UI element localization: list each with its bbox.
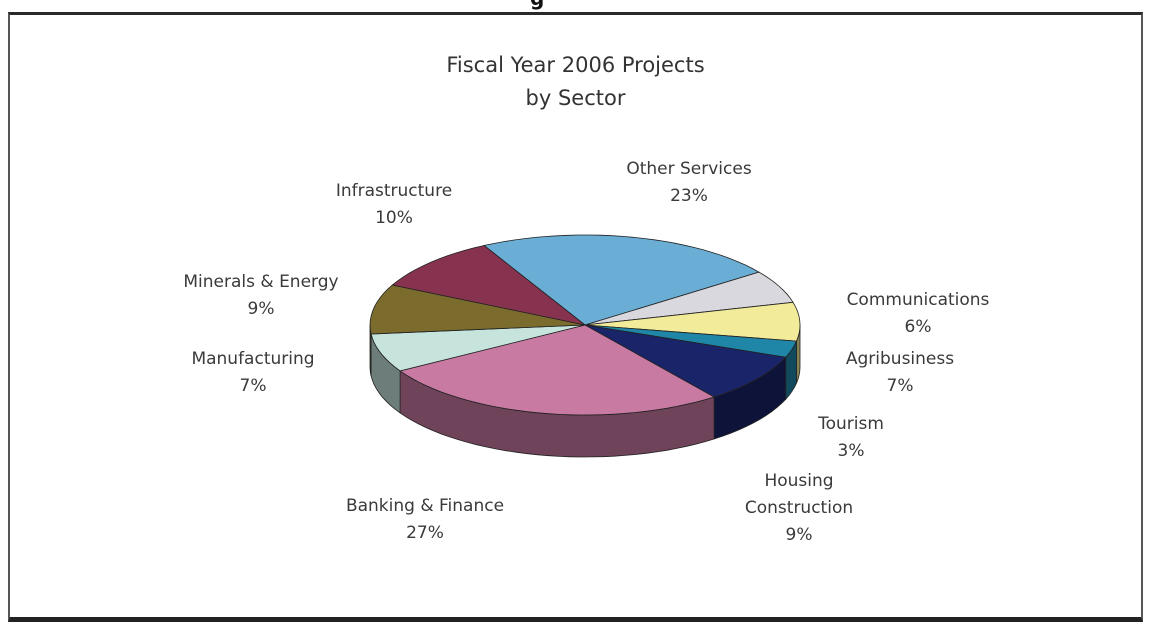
pie-slice-8 — [391, 245, 586, 326]
pie-slice-7 — [369, 284, 586, 335]
slice-label-7-label: Minerals & Energy — [183, 272, 338, 292]
pie-tops — [369, 234, 801, 416]
pie-slice-4 — [584, 324, 787, 398]
slice-label-6-label: Manufacturing — [191, 349, 314, 369]
slice-label-1-pct: 6% — [905, 317, 932, 337]
slice-label-6-pct: 7% — [240, 376, 267, 396]
slice-label-8-pct: 10% — [375, 208, 413, 228]
slice-label-4-pct: 9% — [786, 525, 813, 545]
slice-label-1-label: Communications — [847, 290, 990, 310]
cropped-heading-fragment: g — [530, 0, 570, 10]
chart-title: Fiscal Year 2006 Projects — [446, 53, 705, 77]
pie-labels: Other Services 23% Communications 6% Agribus… — [183, 159, 989, 545]
slice-label-4-label2: Construction — [745, 498, 853, 518]
slice-label-0-label: Other Services — [626, 159, 752, 179]
slice-label-8-label: Infrastructure — [336, 181, 452, 201]
pie-slice-0 — [483, 234, 760, 326]
slice-label-7-pct: 9% — [248, 299, 275, 319]
chart-title-block: Fiscal Year 2006 Projects by Sector — [10, 49, 1141, 115]
chart-subtitle: by Sector — [525, 86, 626, 110]
pie-slice-5 — [399, 324, 716, 416]
slice-label-0-pct: 23% — [670, 186, 708, 206]
pie-slice-6 — [370, 324, 586, 372]
slice-label-5-pct: 27% — [406, 523, 444, 543]
slice-label-3-pct: 3% — [838, 441, 865, 461]
pie-slice-1 — [584, 271, 794, 326]
slice-label-5-label: Banking & Finance — [346, 496, 504, 516]
slice-label-3-label: Tourism — [817, 414, 884, 434]
slice-label-2-pct: 7% — [887, 376, 914, 396]
slice-label-2-label: Agribusiness — [846, 349, 954, 369]
slice-label-4-label: Housing — [764, 471, 833, 491]
pie-slice-2 — [584, 301, 801, 342]
